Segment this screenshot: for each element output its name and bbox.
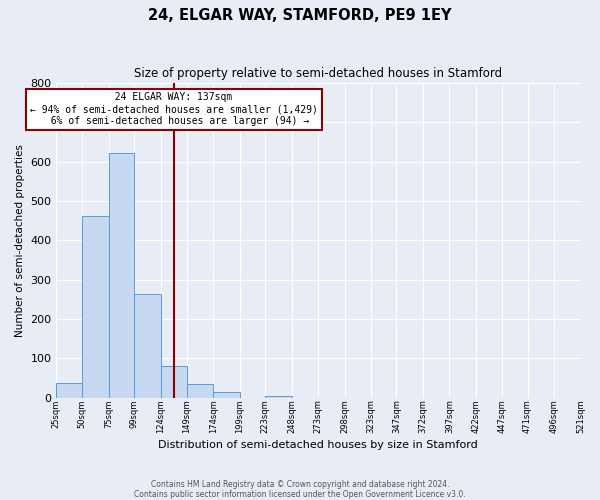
Bar	[187, 384, 214, 398]
Bar	[134, 294, 161, 398]
Title: Size of property relative to semi-detached houses in Stamford: Size of property relative to semi-detach…	[134, 68, 502, 80]
Text: 24 ELGAR WAY: 137sqm  
← 94% of semi-detached houses are smaller (1,429)
  6% of: 24 ELGAR WAY: 137sqm ← 94% of semi-detac…	[30, 92, 318, 126]
Bar	[265, 396, 292, 398]
Bar	[161, 366, 187, 398]
Bar	[109, 152, 134, 398]
Bar	[214, 392, 240, 398]
X-axis label: Distribution of semi-detached houses by size in Stamford: Distribution of semi-detached houses by …	[158, 440, 478, 450]
Bar	[82, 216, 109, 398]
Text: 24, ELGAR WAY, STAMFORD, PE9 1EY: 24, ELGAR WAY, STAMFORD, PE9 1EY	[148, 8, 452, 22]
Text: Contains HM Land Registry data © Crown copyright and database right 2024.
Contai: Contains HM Land Registry data © Crown c…	[134, 480, 466, 499]
Y-axis label: Number of semi-detached properties: Number of semi-detached properties	[15, 144, 25, 337]
Bar	[56, 383, 82, 398]
